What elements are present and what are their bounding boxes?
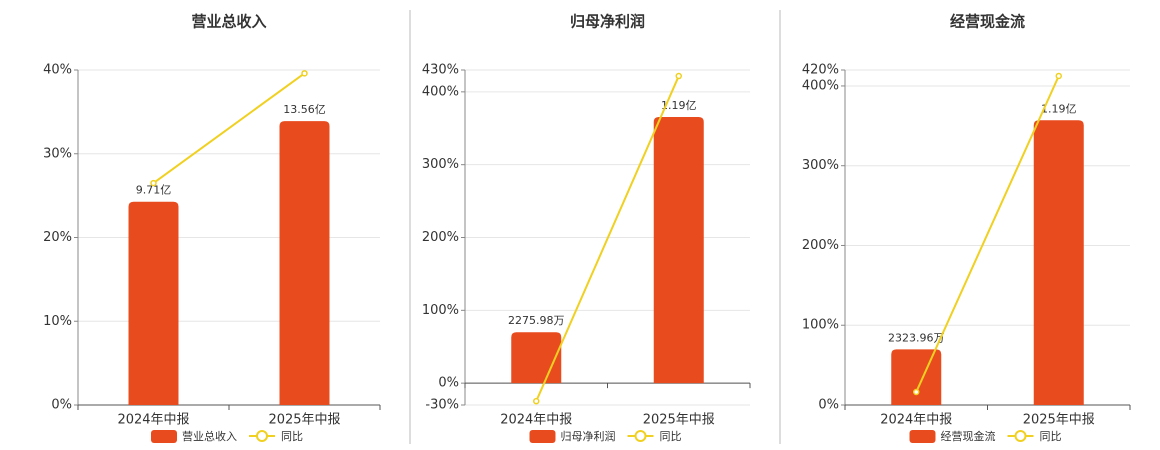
line	[915, 75, 1060, 393]
bar	[128, 201, 179, 405]
y-tick-label: 10%	[43, 314, 72, 329]
y-tick-label: 430%	[422, 63, 459, 78]
value-label: 1.19亿	[1041, 102, 1077, 115]
line-point	[150, 179, 157, 187]
y-tick-label: 20%	[43, 230, 72, 245]
chart-title: 营业总收入	[191, 13, 266, 31]
legend-swatch	[529, 430, 556, 443]
chart-title: 经营现金流	[950, 13, 1025, 31]
legend-swatch	[909, 430, 936, 443]
bar	[1033, 120, 1084, 405]
value-label: 13.56亿	[283, 103, 326, 116]
y-tick-label: 200%	[422, 230, 459, 245]
y-tick-label: -30%	[425, 398, 459, 413]
line-point	[533, 397, 540, 405]
value-label: 2275.98万	[508, 314, 565, 327]
value-label: 9.71亿	[136, 184, 172, 197]
y-tick-label: 100%	[802, 318, 839, 333]
line-point	[301, 70, 308, 77]
y-tick-label: 300%	[422, 157, 459, 172]
x-tick-label: 2024年中报	[117, 413, 189, 428]
legend-marker	[634, 430, 647, 442]
x-tick-label: 2024年中报	[500, 413, 572, 428]
y-tick-label: 0%	[818, 398, 839, 413]
legend-label: 同比	[1040, 430, 1062, 443]
x-tick-label: 2025年中报	[643, 413, 715, 428]
line	[535, 75, 680, 402]
y-tick-label: 40%	[43, 63, 72, 78]
x-tick-label: 2024年中报	[880, 413, 952, 428]
legend-label: 经营现金流	[941, 429, 996, 443]
line	[152, 72, 306, 184]
legend-label: 归母净利润	[561, 429, 616, 443]
y-tick-label: 400%	[802, 78, 839, 93]
legend-marker	[1014, 430, 1027, 442]
legend-label: 营业总收入	[182, 429, 237, 443]
bar	[653, 116, 704, 384]
legend-label: 同比	[281, 430, 303, 443]
y-tick-label: 30%	[43, 146, 72, 161]
legend-marker	[256, 430, 268, 442]
line-point	[913, 388, 920, 396]
y-tick-label: 400%	[422, 84, 459, 99]
y-tick-label: 0%	[51, 398, 72, 413]
x-tick-label: 2025年中报	[1023, 413, 1095, 428]
bar	[891, 349, 942, 405]
x-tick-label: 2025年中报	[268, 413, 340, 428]
line-point	[1055, 72, 1062, 80]
legend-label: 同比	[660, 430, 682, 443]
value-label: 2323.96万	[888, 331, 945, 344]
bar	[511, 332, 562, 384]
y-tick-label: 0%	[438, 376, 459, 391]
line-point	[675, 72, 682, 80]
y-tick-label: 420%	[802, 63, 839, 78]
legend-swatch	[151, 430, 177, 443]
value-label: 1.19亿	[661, 99, 697, 112]
chart-title: 归母净利润	[570, 13, 645, 31]
y-tick-label: 300%	[802, 158, 839, 173]
bar	[279, 121, 330, 406]
y-tick-label: 200%	[802, 238, 839, 253]
y-tick-label: 100%	[422, 303, 459, 318]
